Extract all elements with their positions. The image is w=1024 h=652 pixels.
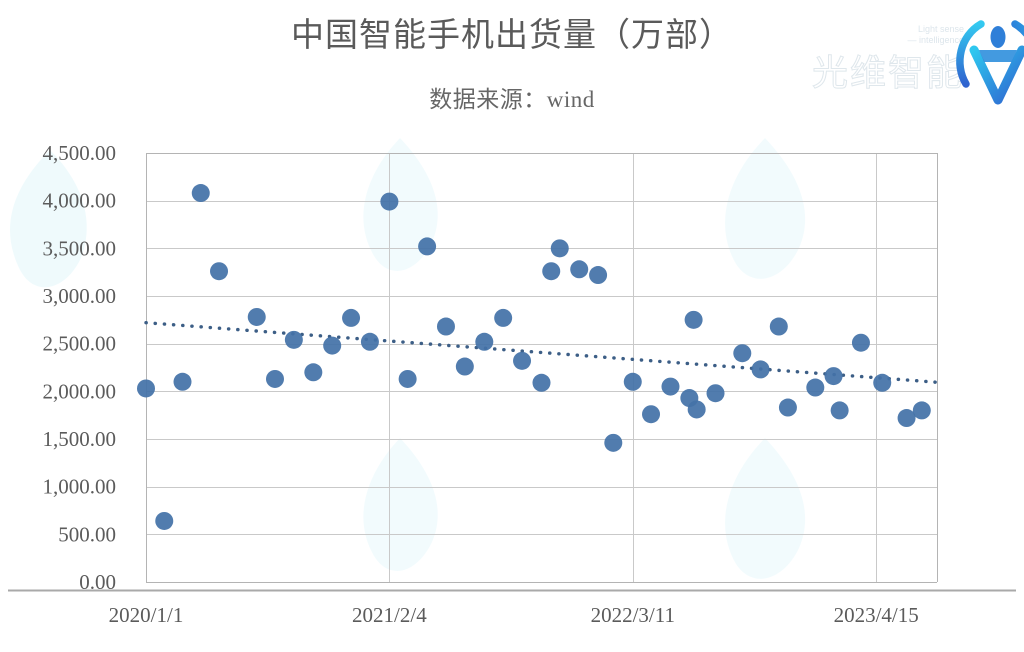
data-point (173, 372, 192, 391)
data-point (550, 239, 569, 258)
data-point (304, 363, 323, 382)
brand-logo: Light sense — intelligence 光维智能 (811, 8, 1024, 108)
y-tick-label: 3,000.00 (43, 284, 117, 308)
data-point (897, 409, 916, 428)
x-tick-label: 2020/1/1 (109, 603, 184, 627)
data-point (830, 401, 849, 420)
data-point (542, 262, 561, 281)
data-point (623, 372, 642, 391)
data-point (687, 400, 706, 419)
data-point (806, 378, 825, 397)
data-point (191, 184, 210, 203)
data-point (513, 351, 532, 370)
x-tick-label: 2023/4/15 (834, 603, 919, 627)
data-point (661, 377, 680, 396)
chart-subtitle: 数据来源：wind (429, 87, 595, 112)
data-point (323, 336, 342, 355)
y-tick-label: 4,500.00 (43, 141, 117, 165)
data-point (342, 308, 361, 327)
trendline (144, 320, 939, 384)
brand-tagline-line1: Light sense (917, 24, 964, 34)
data-point (380, 192, 399, 211)
data-point (824, 367, 843, 386)
data-point (589, 266, 608, 285)
brand-tagline-line2: — intelligence (907, 35, 964, 45)
data-point (642, 405, 661, 424)
x-axis-tick-labels: 2020/1/1 2021/2/4 2022/3/11 2023/4/15 (109, 603, 919, 627)
y-tick-label: 3,500.00 (43, 236, 117, 260)
data-point (751, 360, 770, 379)
data-point (247, 307, 266, 326)
data-point (475, 332, 494, 351)
y-tick-label: 1,500.00 (43, 427, 117, 451)
data-point (706, 384, 725, 403)
y-tick-label: 500.00 (58, 522, 116, 546)
data-point (912, 401, 931, 420)
vertical-grid-lines (389, 153, 877, 582)
chart-title: 中国智能手机出货量（万部） (291, 18, 733, 54)
data-point (137, 379, 155, 398)
data-point (455, 357, 474, 376)
data-point (494, 308, 513, 327)
data-point (436, 317, 455, 336)
data-point (684, 310, 703, 329)
data-point (265, 369, 284, 388)
brand-wordmark: 光维智能 (811, 53, 965, 94)
data-point (873, 373, 892, 392)
data-point (570, 260, 589, 279)
x-tick-label: 2022/3/11 (591, 603, 675, 627)
data-point (532, 373, 551, 392)
data-point (733, 344, 752, 363)
data-point (604, 433, 623, 452)
y-tick-label: 4,000.00 (43, 189, 117, 213)
brand-tagline: Light sense — intelligence (864, 24, 964, 46)
brand-v-emblem-icon (952, 14, 1024, 106)
data-point (360, 332, 379, 351)
data-point (210, 262, 229, 281)
trendline-path (144, 320, 939, 384)
data-points (137, 184, 931, 530)
data-point (418, 237, 437, 256)
data-point (155, 511, 174, 530)
data-point (778, 398, 797, 417)
y-tick-label: 2,500.00 (43, 332, 117, 356)
y-tick-label: 1,000.00 (43, 475, 117, 499)
data-point (398, 369, 417, 388)
y-axis-tick-labels: 4,500.00 4,000.00 3,500.00 3,000.00 2,500.00… (43, 141, 117, 594)
data-point (284, 330, 303, 349)
y-tick-label: 2,000.00 (43, 379, 117, 403)
data-point (769, 317, 788, 336)
plot-frame (145, 152, 939, 584)
data-point (851, 333, 870, 352)
grid-lines (146, 153, 937, 583)
x-tick-label: 2021/2/4 (352, 603, 427, 627)
